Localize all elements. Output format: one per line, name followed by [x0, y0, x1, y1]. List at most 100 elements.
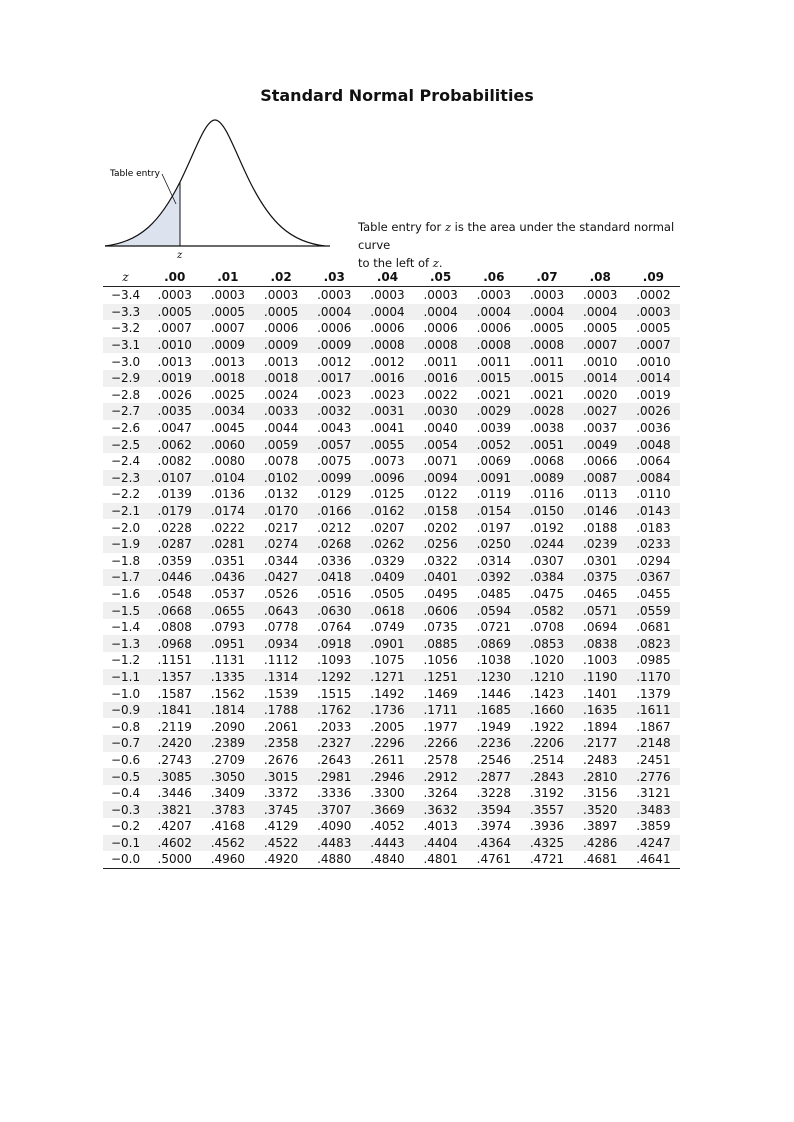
probability-cell: .0071 — [423, 454, 458, 469]
probability-cell: .0217 — [263, 520, 299, 535]
column-header: .09 — [626, 268, 680, 287]
probability-cell: .0582 — [520, 602, 574, 619]
probability-cell: .3974 — [476, 819, 511, 834]
probability-cell: .2005 — [370, 719, 405, 734]
probability-cell: .1949 — [476, 719, 511, 734]
probability-cell: .0034 — [201, 403, 255, 420]
probability-cell: .0010 — [148, 336, 202, 354]
probability-cell: .0064 — [636, 454, 671, 469]
probability-cell: .0110 — [636, 487, 671, 502]
probability-cell: .2946 — [360, 768, 415, 785]
probability-cell: .0019 — [148, 369, 202, 387]
probability-cell: .1112 — [263, 653, 299, 668]
probability-cell: .0202 — [423, 520, 458, 535]
probability-cell: .0028 — [520, 403, 574, 420]
probability-cell: .1314 — [254, 668, 308, 686]
probability-cell: .3897 — [583, 819, 618, 834]
probability-cell: .2578 — [423, 752, 458, 767]
probability-cell: .3783 — [201, 801, 255, 818]
probability-cell: .0808 — [157, 620, 192, 635]
z-value: −0.9 — [103, 701, 149, 719]
probability-cell: .1075 — [370, 653, 405, 668]
probability-cell: .2296 — [360, 735, 415, 752]
probability-cell: .2776 — [626, 768, 680, 785]
caption-var: z — [432, 256, 439, 270]
table-row: −3.1.0010.0009.0009.0009.0008.0008.0008.… — [103, 336, 680, 354]
probability-cell: .0003 — [529, 288, 565, 303]
z-value: −3.4 — [110, 288, 141, 303]
probability-cell: .0764 — [317, 620, 352, 635]
probability-cell: .0013 — [157, 354, 192, 369]
probability-cell: .0708 — [529, 620, 565, 635]
probability-cell: .0418 — [307, 569, 361, 586]
probability-cell: .3707 — [307, 801, 361, 818]
probability-cell: .0015 — [520, 369, 574, 387]
probability-cell: .3632 — [414, 801, 468, 818]
probability-cell: .3192 — [529, 786, 565, 801]
probability-cell: .2676 — [263, 752, 299, 767]
probability-cell: .0139 — [157, 487, 192, 502]
probability-cell: .1635 — [573, 701, 627, 719]
probability-cell: .0051 — [520, 436, 574, 453]
probability-cell: .0853 — [520, 635, 574, 653]
probability-cell: .1357 — [148, 668, 202, 686]
probability-cell: .0073 — [370, 454, 405, 469]
probability-cell: .0096 — [360, 469, 415, 487]
probability-cell: .2177 — [573, 735, 627, 752]
probability-cell: .1660 — [520, 701, 574, 719]
probability-cell: .1788 — [254, 701, 308, 719]
probability-cell: .0307 — [529, 553, 565, 568]
probability-cell: .1867 — [636, 719, 671, 734]
probability-cell: .4483 — [307, 834, 361, 852]
probability-cell: .0017 — [307, 369, 361, 387]
probability-cell: .0016 — [360, 369, 415, 387]
probability-cell: .0022 — [423, 387, 458, 402]
probability-cell: .0059 — [254, 436, 308, 453]
table-row: −0.8 .2119 .2090 .2061 .2033 .2005 .1977 .1949.… — [103, 718, 680, 735]
probability-cell: .4168 — [210, 819, 246, 834]
table-row: −1.9.0287.0281.0274.0268.0262.0256.0250.… — [103, 535, 680, 553]
probability-cell: .2266 — [414, 735, 468, 752]
probability-cell: .0222 — [210, 520, 246, 535]
z-value: −2.9 — [103, 369, 149, 387]
probability-cell: .0329 — [370, 553, 405, 568]
table-row: −1.3.0968.0951.0934.0918.0901.0885.0869.… — [103, 635, 680, 653]
probability-cell: .0262 — [360, 535, 415, 553]
probability-cell: .0367 — [626, 569, 680, 586]
probability-cell: .0934 — [254, 635, 308, 653]
caption-var: z — [444, 220, 451, 234]
probability-cell: .0122 — [423, 487, 458, 502]
probability-cell: .0392 — [467, 569, 521, 586]
probability-cell: .3483 — [626, 801, 680, 818]
probability-cell: .3936 — [529, 819, 565, 834]
table-row: −1.8 .0359 .0351 .0344 .0336 .0329 .0322 .0314.… — [103, 553, 680, 570]
probability-cell: .1492 — [370, 686, 405, 701]
probability-cell: .0062 — [148, 436, 202, 453]
probability-cell: .0446 — [148, 569, 202, 586]
probability-cell: .0104 — [201, 469, 255, 487]
probability-cell: .4681 — [573, 851, 627, 869]
z-value: −1.1 — [103, 668, 149, 686]
z-value: −2.0 — [110, 520, 141, 535]
probability-cell: .2389 — [201, 735, 255, 752]
column-header: .03 — [307, 268, 361, 287]
probability-cell: .0146 — [573, 502, 627, 520]
probability-cell: .1190 — [573, 668, 627, 686]
probability-cell: .0008 — [467, 336, 521, 354]
probability-cell: .0084 — [626, 469, 680, 487]
probability-cell: .3821 — [148, 801, 202, 818]
probability-cell: .0008 — [520, 336, 574, 354]
probability-cell: .3085 — [148, 768, 202, 785]
probability-cell: .3300 — [370, 786, 405, 801]
z-value: −2.1 — [103, 502, 149, 520]
probability-cell: .0594 — [467, 602, 521, 619]
probability-cell: .4880 — [307, 851, 361, 869]
table-entry-label: Table entry — [109, 169, 161, 179]
probability-cell: .2148 — [626, 735, 680, 752]
probability-cell: .0078 — [263, 454, 299, 469]
probability-cell: .0003 — [476, 288, 511, 303]
probability-cell: .2546 — [476, 752, 511, 767]
probability-cell: .0125 — [370, 487, 405, 502]
probability-cell: .0244 — [520, 535, 574, 553]
z-label: z — [176, 250, 183, 261]
